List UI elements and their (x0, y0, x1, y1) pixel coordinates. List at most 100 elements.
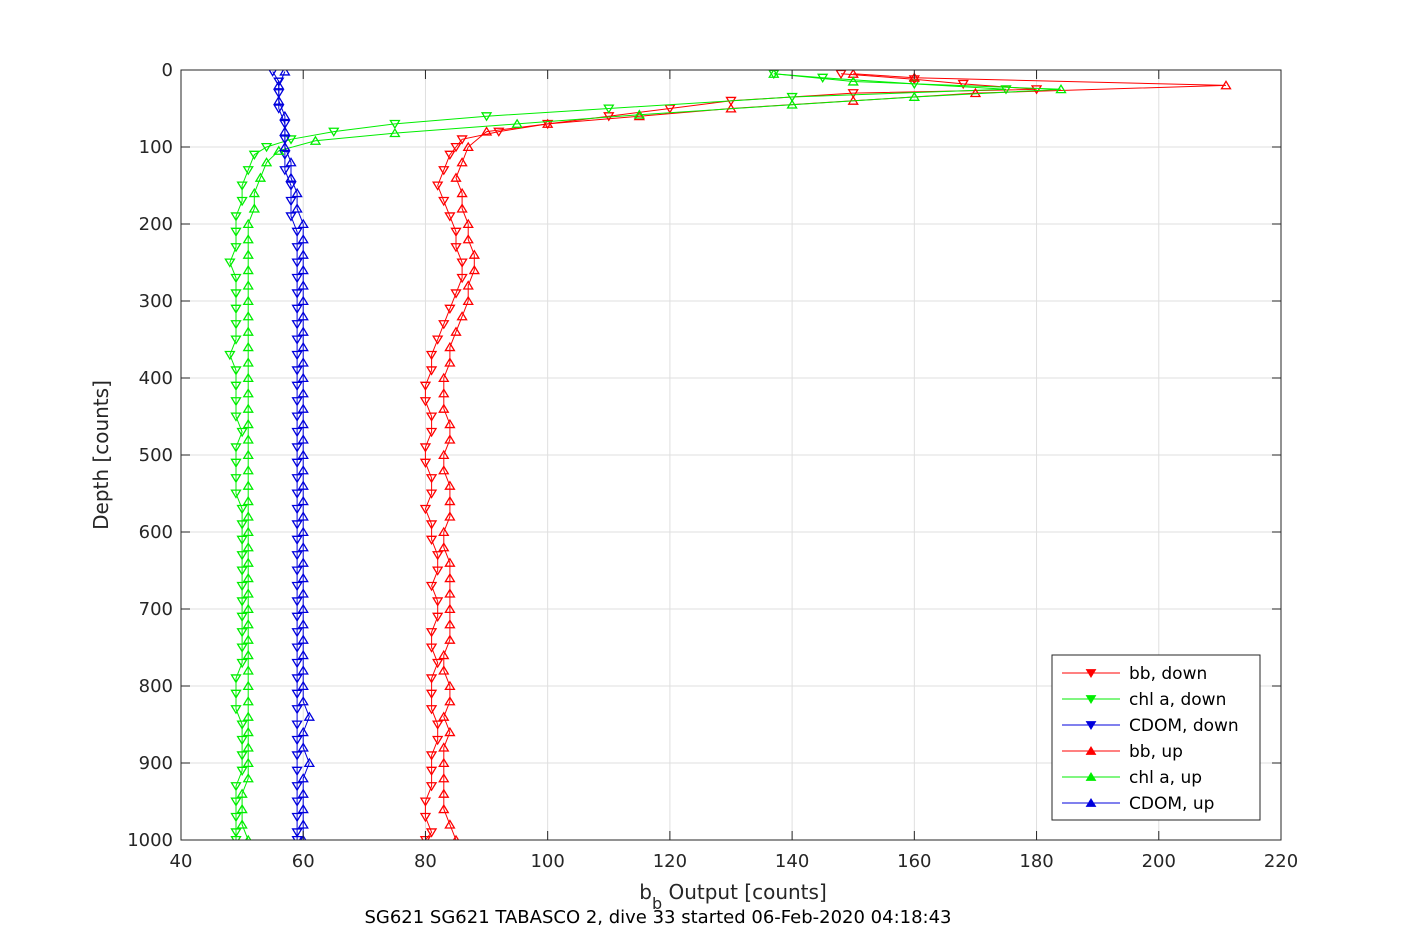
data-point (285, 135, 297, 145)
data-point (425, 581, 438, 592)
data-point (847, 76, 859, 86)
data-point (291, 366, 303, 376)
data-point (456, 157, 468, 167)
y-tick-label: 600 (139, 522, 173, 543)
data-point (291, 187, 303, 198)
data-point (242, 526, 254, 537)
data-point (248, 203, 260, 213)
data-point (291, 203, 303, 213)
data-point (291, 797, 303, 807)
data-point (242, 726, 254, 737)
data-point (419, 443, 432, 453)
x-tick-label: 80 (414, 851, 437, 872)
data-point (242, 757, 254, 768)
data-point (230, 828, 242, 838)
data-point (462, 141, 474, 152)
data-point (633, 109, 645, 119)
data-point (425, 766, 438, 777)
data-point (279, 166, 291, 176)
data-point (419, 381, 432, 392)
chart-title: SG621 SG621 TABASCO 2, dive 33 started 0… (364, 907, 951, 928)
x-tick-label: 140 (775, 851, 809, 872)
y-tick-label: 1000 (127, 830, 173, 851)
data-point (230, 381, 242, 392)
data-point (224, 258, 236, 268)
data-point (297, 603, 309, 614)
data-point (291, 474, 303, 484)
data-point (242, 557, 254, 567)
data-point (242, 295, 254, 306)
x-axis-label-main: b (639, 880, 652, 904)
data-point (268, 70, 277, 77)
data-point (438, 388, 450, 398)
y-axis-ticks: 0 100 200 300 400 500 600 700 800 900 1000 (127, 60, 1281, 851)
data-point (242, 249, 254, 259)
data-point (291, 612, 303, 623)
data-point (432, 735, 444, 746)
data-point (438, 803, 450, 814)
data-point (236, 819, 248, 829)
data-point (456, 203, 468, 213)
data-point (230, 812, 242, 823)
data-point (242, 280, 254, 290)
data-point (242, 495, 254, 506)
data-point (291, 520, 303, 530)
data-point (291, 566, 303, 576)
x-axis-label-rest: Output [counts] (662, 880, 827, 904)
data-point (462, 218, 474, 229)
data-point (242, 388, 254, 398)
data-point (297, 511, 309, 521)
data-point (438, 449, 450, 460)
data-point (291, 720, 303, 730)
data-point (438, 788, 450, 798)
data-point (291, 427, 303, 438)
data-point (425, 366, 438, 376)
data-point (285, 172, 297, 182)
data-point (444, 434, 456, 444)
data-point (444, 304, 456, 315)
data-point (236, 520, 248, 530)
data-point (480, 126, 493, 136)
x-tick-label: 160 (897, 851, 931, 872)
data-point (444, 480, 456, 490)
data-point (297, 649, 309, 660)
data-point (236, 581, 248, 592)
data-point (432, 658, 444, 669)
data-point (462, 280, 474, 290)
series-line (424, 73, 1037, 840)
data-point (444, 680, 456, 691)
data-point (438, 196, 450, 207)
data-point (291, 335, 303, 345)
data-point (236, 751, 248, 761)
y-axis-label: Depth [counts] (89, 380, 113, 530)
data-point (285, 212, 297, 222)
data-point (242, 542, 254, 552)
data-point (224, 350, 236, 361)
data-point (438, 773, 450, 783)
series-bb-down (419, 70, 1043, 840)
data-point (242, 696, 254, 706)
y-tick-label: 900 (139, 753, 173, 774)
data-point (444, 696, 456, 706)
data-point (480, 112, 493, 122)
series-bb-up (438, 70, 1232, 840)
data-point (1055, 83, 1067, 94)
data-point (242, 311, 254, 321)
data-point (230, 412, 242, 422)
data-point (291, 835, 303, 840)
data-point (230, 797, 242, 807)
data-point (291, 535, 303, 546)
data-point (297, 341, 309, 352)
data-point (297, 295, 309, 306)
data-point (297, 264, 309, 275)
data-point (291, 412, 303, 422)
data-point (297, 773, 309, 783)
data-point (291, 443, 303, 453)
data-point (236, 181, 248, 191)
data-point (242, 511, 254, 521)
data-point (279, 141, 291, 152)
legend-entry: chl a, down (1129, 690, 1226, 710)
y-tick-label: 800 (139, 676, 173, 697)
data-point (432, 181, 444, 191)
